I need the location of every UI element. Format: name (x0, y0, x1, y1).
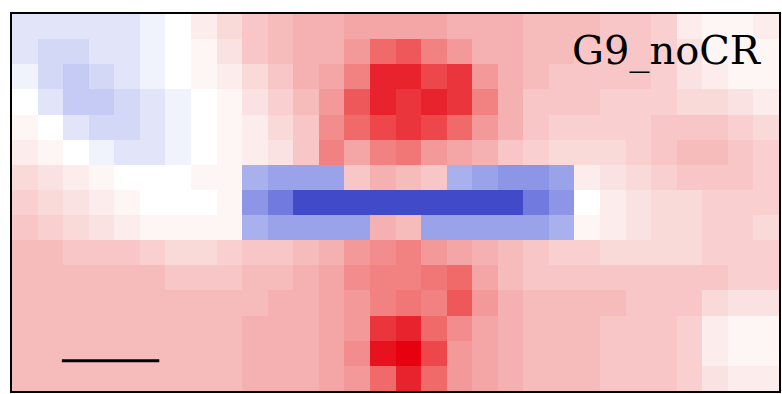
svg-text:G9_noCR: G9_noCR (572, 27, 762, 73)
